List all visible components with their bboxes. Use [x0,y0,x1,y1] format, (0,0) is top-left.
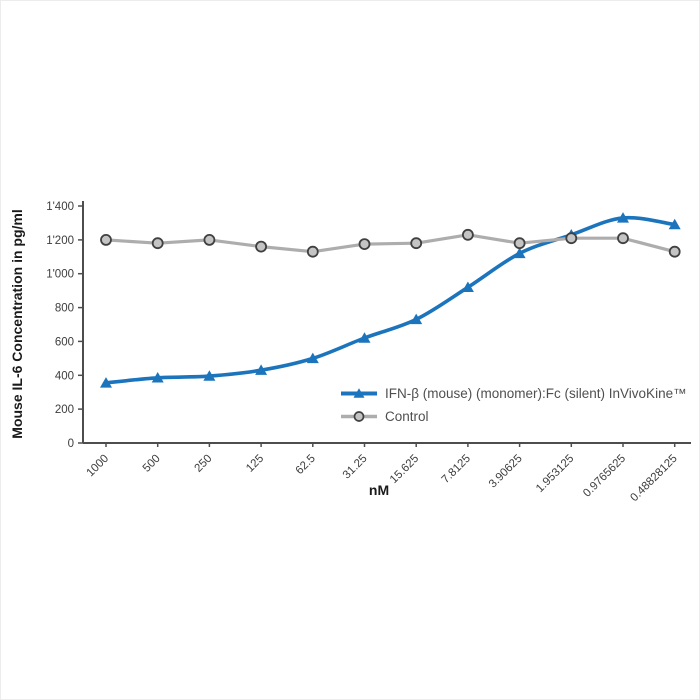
y-tick-label: 1'000 [46,269,74,281]
y-tick-label: 0 [68,438,74,450]
legend-label-ifnb: IFN-β (mouse) (monomer):Fc (silent) InVi… [385,386,687,401]
series-control-marker [410,237,423,250]
legend-line-triangle-icon [341,388,377,398]
legend-item-ifnb: IFN-β (mouse) (monomer):Fc (silent) InVi… [341,386,687,401]
series-control-marker [306,245,319,258]
series-control-marker [255,240,268,253]
series-control-marker [513,237,526,250]
legend-circle-marker-icon [353,411,365,422]
x-tick-label: 0.9765625 [581,453,628,500]
series-ifnb-marker [617,212,629,223]
series-control-marker [203,233,216,246]
series-ifnb-marker [668,218,681,230]
x-axis-title: nM [369,482,389,498]
legend-line-circle-icon [341,411,377,422]
x-tick-label: 31.25 [341,453,370,482]
y-tick-label: 600 [55,336,74,348]
series-control-marker [461,228,474,241]
series-ifnb-marker [203,370,216,381]
series-ifnb-marker [358,332,371,343]
series-ifnb-marker [513,247,526,259]
series-ifnb-marker [306,352,319,364]
y-tick-label: 200 [55,404,74,416]
x-tick-label: 0.48828125 [628,453,679,504]
x-tick-label: 7.8125 [440,453,473,486]
plot-area: 0 200 400 600 800 1'000 1'200 1'400 1000 500 250 12… [46,201,691,504]
y-tick-label: 1'400 [46,201,74,213]
x-tick-label: 15.625 [388,453,421,486]
series-control-marker [358,238,371,251]
x-tick-label: 500 [141,453,163,475]
series-control-marker [617,232,629,245]
x-tick-label: 250 [192,453,214,475]
legend-label-control: Control [385,409,429,424]
series-ifnb-marker [100,377,112,388]
y-tick-label: 400 [55,370,74,382]
series-ifnb-line [104,215,677,385]
series-control-marker [668,245,681,258]
series-ifnb-marker [410,313,423,325]
x-tick-label: 62.5 [294,453,318,477]
legend: IFN-β (mouse) (monomer):Fc (silent) InVi… [341,386,687,424]
legend-triangle-marker-icon [353,388,365,398]
y-tick-label: 1'200 [46,235,74,247]
y-tick-label: 800 [55,303,74,315]
x-tick-label: 1000 [85,453,112,480]
x-tick-label: 3.90625 [487,453,525,491]
series-control-marker [151,237,164,250]
series-ifnb-marker [461,281,474,292]
series-control-line [105,233,676,254]
x-tick-label: 1.953125 [534,453,576,495]
series-ifnb-marker [151,372,164,383]
series-control-marker [100,233,112,246]
series-control-marker [565,232,578,245]
series-ifnb-marker [255,364,268,375]
y-axis-title: Mouse IL-6 Concentration in pg/ml [9,209,25,438]
x-tick-label: 125 [244,453,266,475]
legend-item-control: Control [341,409,429,424]
